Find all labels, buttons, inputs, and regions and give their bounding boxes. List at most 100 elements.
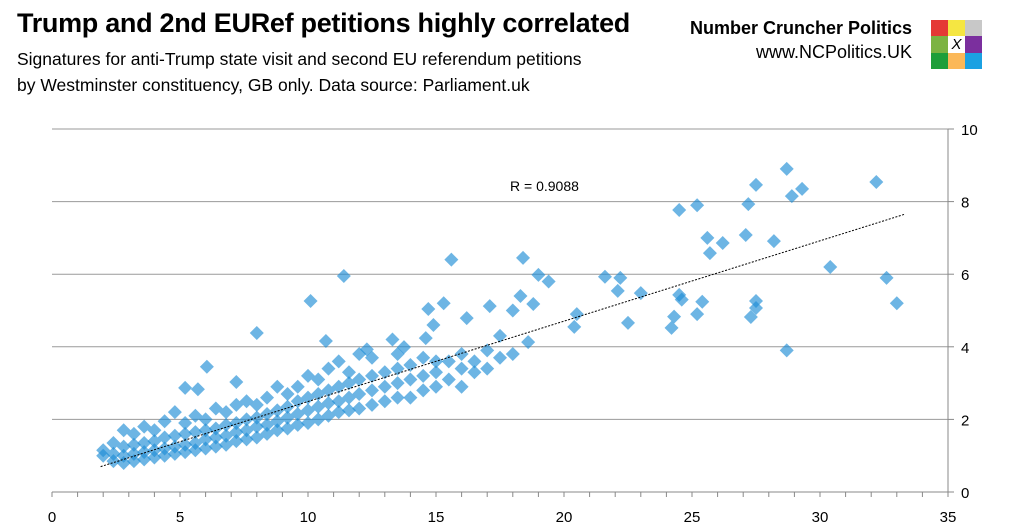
data-point [147,450,162,465]
chart-subtitle-line2: by Westminster constituency, GB only. Da… [17,75,530,95]
data-point [426,318,441,333]
data-point [321,396,336,411]
data-point [674,292,689,307]
data-point [336,269,351,284]
data-point [116,448,131,463]
data-point [126,454,141,469]
data-point [690,307,705,322]
data-point [198,441,213,456]
brand-name: Number Cruncher Politics [689,18,912,38]
data-point [126,426,141,441]
data-point [541,274,556,289]
y-tick-label: 2 [961,412,969,429]
data-point [167,405,182,420]
data-point [421,302,436,317]
data-point [270,379,285,394]
data-point [249,326,264,341]
x-tick-label: 30 [812,509,829,526]
data-point [429,365,443,380]
x-tick-label: 20 [556,509,573,526]
data-point [219,405,234,420]
data-point [352,401,367,416]
data-point [147,443,162,458]
trendline-line [100,213,905,468]
logo-cell [948,20,965,37]
data-point [441,372,456,387]
data-point [239,412,254,427]
chart-subtitle-line1: Signatures for anti-Trump state visit an… [17,49,582,69]
data-point [208,439,223,454]
logo-cell [948,52,965,69]
data-point [331,354,346,369]
data-point [331,405,346,420]
data-point [385,332,400,347]
data-point [188,443,203,458]
data-point [341,403,356,418]
data-point [441,354,456,369]
data-point [467,354,482,369]
data-point [879,270,894,285]
data-point [157,414,172,429]
brand-url: www.NCPolitics.UK [755,42,912,62]
data-point [567,319,582,334]
logo-cell [965,52,982,69]
logo-cell [931,52,948,69]
data-point [270,423,285,438]
data-point [702,246,717,261]
data-point [715,235,730,250]
y-tick-label: 10 [961,122,978,139]
trendline [100,213,905,468]
data-point [695,294,710,309]
data-point [126,446,141,461]
data-point [167,439,182,454]
x-tick-label: 5 [176,509,184,526]
data-point [116,439,131,454]
data-point [280,399,295,414]
data-point [397,340,411,355]
data-point [779,343,794,358]
data-point [290,417,305,432]
data-point [416,383,431,398]
data-point [178,416,193,431]
data-point [700,230,715,245]
data-point [513,288,528,303]
data-point [318,333,333,348]
data-point [416,368,431,383]
data-point [137,452,152,467]
data-point [96,448,111,463]
data-point [403,357,418,372]
logo-cell [965,36,982,53]
data-point [365,383,379,398]
data-point [198,432,213,447]
data-point [597,269,612,284]
data-point [795,181,810,196]
logo-cell [965,20,982,37]
data-point [106,446,121,461]
data-point [377,379,392,394]
data-point [198,412,213,427]
data-point [416,350,431,365]
data-point [199,359,214,374]
data-point [743,310,758,325]
data-point [454,361,469,376]
data-point [454,379,469,394]
y-tick-label: 8 [961,195,969,212]
x-tick-label: 25 [684,509,701,526]
data-point [260,390,275,405]
data-point [823,259,838,274]
data-point [664,320,679,335]
data-point [239,432,254,447]
data-point [249,419,264,434]
data-point [167,446,182,461]
gridlines [52,128,948,420]
data-point [341,365,356,380]
data-point [126,437,141,452]
data-point [749,300,763,315]
data-point [365,368,379,383]
x-tick-label: 15 [428,509,445,526]
data-point [147,423,162,438]
x-tick-label: 10 [300,509,317,526]
data-point [157,448,172,463]
data-point [137,435,152,450]
data-point [403,372,418,387]
